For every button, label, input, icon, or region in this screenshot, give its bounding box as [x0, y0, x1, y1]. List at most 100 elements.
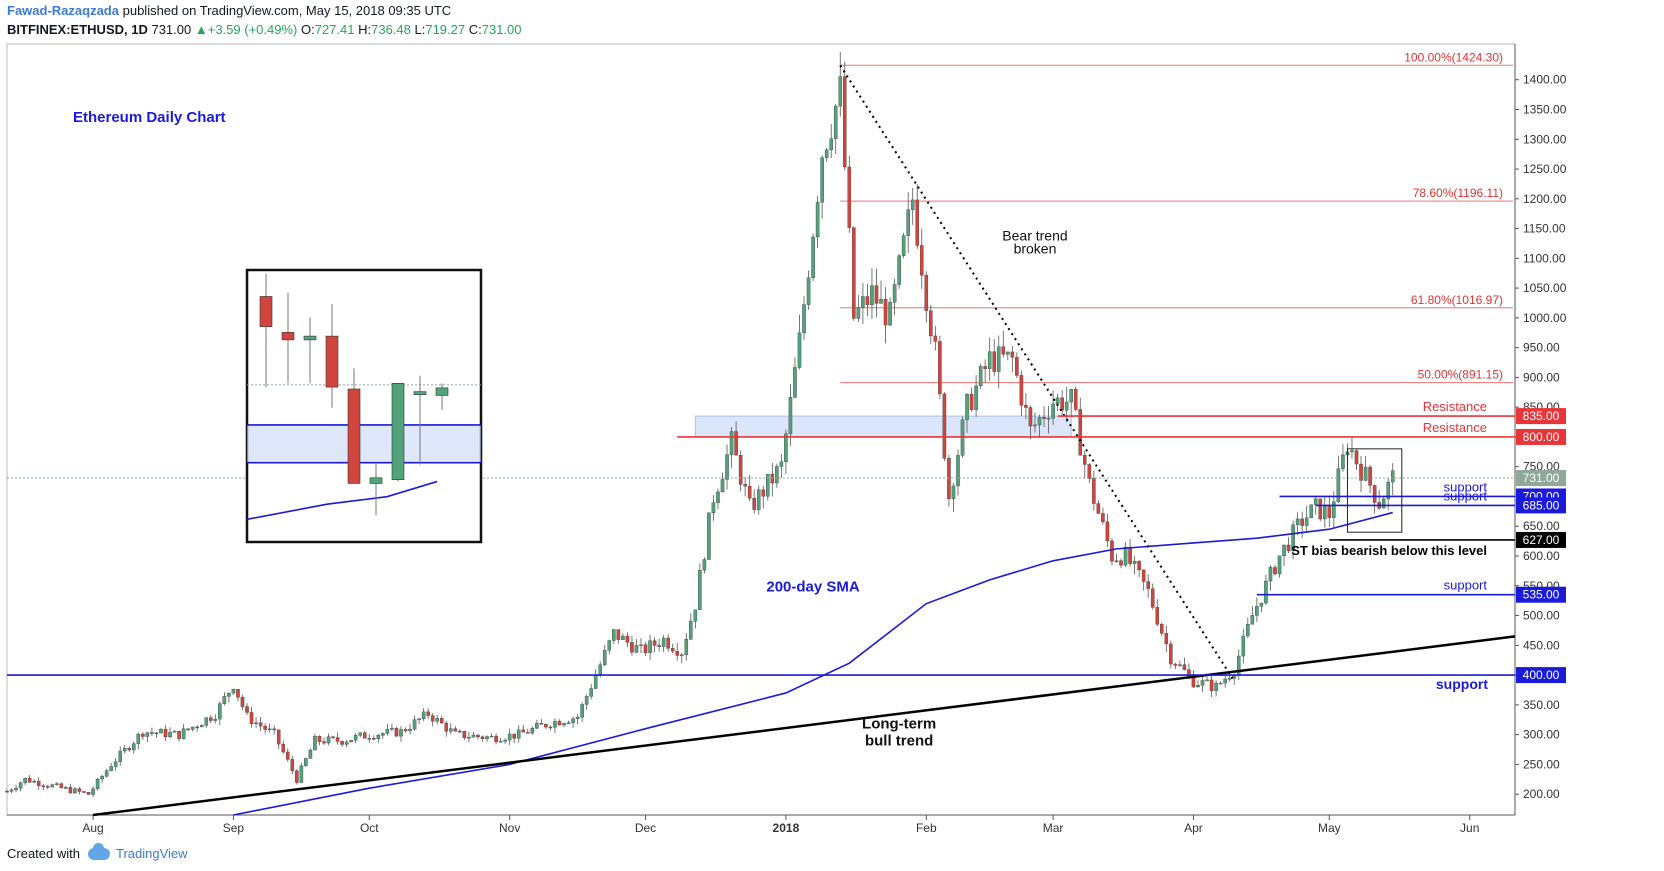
candle-body [698, 569, 702, 610]
inset-candle-body [325, 335, 339, 388]
price-tag-label: 835.00 [1523, 409, 1560, 423]
candle-body [331, 736, 335, 738]
tradingview-link[interactable]: TradingView [115, 846, 188, 861]
candle-body [924, 274, 929, 311]
candle-body [489, 735, 494, 738]
candle-body [969, 394, 974, 410]
price-tag [1516, 667, 1566, 684]
candle-body [661, 637, 666, 647]
price-tag-label: 627.00 [1523, 533, 1560, 547]
candle-body [326, 736, 331, 744]
candle-body [186, 728, 190, 730]
level-note: Resistance [1423, 420, 1487, 435]
candle-body [498, 741, 503, 743]
annotation-text: bull trend [865, 732, 933, 749]
candle-body [693, 609, 698, 622]
candle-body [901, 235, 906, 256]
candle-body [1164, 633, 1169, 645]
candle-body [562, 723, 566, 726]
up-arrow-icon: ▲ [194, 22, 208, 37]
candle-body [716, 491, 720, 503]
candle-body [308, 749, 313, 759]
chart-title: Ethereum Daily Chart [73, 109, 226, 126]
candle-body [276, 729, 281, 745]
candle-body [720, 479, 725, 493]
candle-body [390, 727, 394, 730]
publish-line: Fawad-Razaqzada published on TradingView… [7, 3, 451, 18]
y-tick-label: 450.00 [1523, 638, 1560, 652]
candle-body [381, 733, 385, 736]
candle-body [1350, 450, 1354, 453]
candle-body [304, 758, 308, 766]
candle-body [793, 367, 797, 398]
x-tick-label: Dec [635, 821, 656, 835]
candle-body [426, 711, 430, 716]
candle-body [435, 718, 439, 722]
candle-body [23, 777, 27, 784]
candle-body [190, 726, 195, 730]
candle-body [349, 739, 353, 743]
open-label: O: [300, 22, 315, 37]
price-tag [1516, 470, 1566, 487]
candle-body [476, 734, 480, 738]
author-link[interactable]: Fawad-Razaqzada [7, 3, 119, 18]
candle-body [725, 454, 729, 480]
candle-body [734, 431, 738, 456]
candle-body [1141, 569, 1146, 582]
candle-body [1341, 454, 1345, 469]
candle-body [231, 688, 236, 694]
candle-body [625, 635, 630, 643]
candle-body [879, 299, 883, 304]
candle-body [1178, 664, 1182, 666]
candle-body [1019, 375, 1024, 406]
candle-body [150, 732, 154, 734]
candle-body [1313, 498, 1318, 505]
candle-body [340, 741, 344, 745]
candle-body [1354, 450, 1359, 465]
candle-body [607, 640, 612, 651]
candle-body [1277, 555, 1282, 575]
candle-body [584, 696, 589, 705]
y-tick-label: 900.00 [1523, 370, 1560, 384]
candle-body [240, 697, 245, 707]
candle-body [1083, 455, 1087, 465]
symbol-line: BITFINEX:ETHUSD, 1D 731.00 ▲+3.59 (+0.49… [7, 22, 522, 37]
candle-body [45, 786, 50, 788]
candle-body [938, 341, 942, 395]
candle-body [376, 735, 381, 739]
candle-body [204, 717, 209, 726]
candle-body [467, 737, 471, 739]
candle-body [1264, 580, 1268, 604]
candle-body [1309, 504, 1314, 519]
candle-body [602, 650, 607, 665]
y-tick-label: 650.00 [1523, 519, 1560, 533]
candle-body [1372, 485, 1377, 503]
price-tag-label: 800.00 [1523, 430, 1560, 444]
candle-body [367, 738, 372, 740]
inset-candle-body [435, 387, 449, 396]
price-tag [1516, 408, 1566, 425]
candle-body [648, 640, 652, 653]
candle-body [1119, 560, 1123, 566]
candle-body [852, 227, 856, 319]
candle-body [199, 725, 204, 728]
candle-body [430, 715, 435, 722]
candle-body [1096, 503, 1101, 514]
candle-body [643, 644, 648, 653]
candle-body [883, 299, 888, 326]
candle-body [113, 761, 118, 767]
candle-body [1006, 351, 1010, 355]
candle-body [403, 729, 408, 732]
candle-body [915, 199, 920, 246]
candle-body [290, 759, 295, 771]
candle-body [933, 335, 938, 342]
candle-body [458, 730, 462, 733]
candle-body [1282, 544, 1286, 557]
x-tick-label: Oct [360, 821, 379, 835]
candle-body [530, 728, 535, 734]
candle-body [109, 766, 113, 771]
candle-body [218, 703, 222, 720]
low-label: L: [414, 22, 426, 37]
candle-body [870, 285, 874, 306]
